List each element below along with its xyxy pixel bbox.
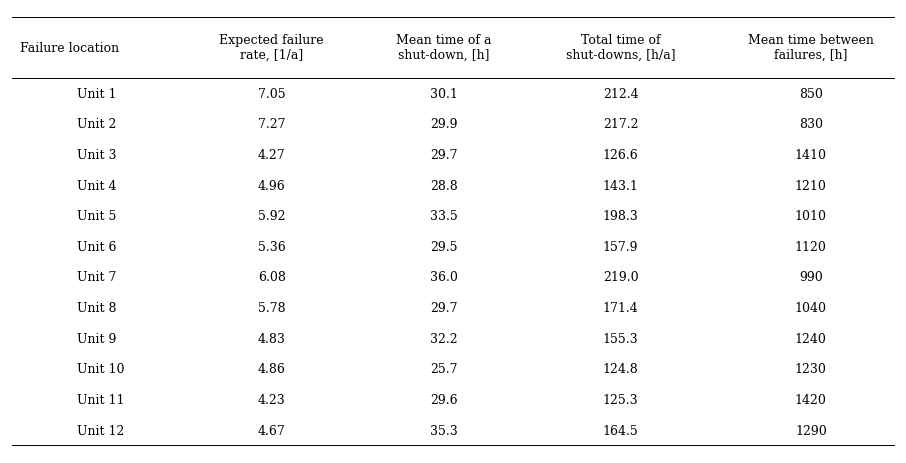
Text: 6.08: 6.08 — [258, 271, 285, 284]
Text: Unit 4: Unit 4 — [77, 179, 117, 192]
Text: Unit 2: Unit 2 — [77, 118, 116, 131]
Text: 1230: 1230 — [795, 363, 827, 375]
Text: 1240: 1240 — [795, 332, 827, 345]
Text: 29.9: 29.9 — [430, 118, 458, 131]
Text: 217.2: 217.2 — [602, 118, 639, 131]
Text: Unit 3: Unit 3 — [77, 149, 117, 162]
Text: 1120: 1120 — [795, 240, 827, 253]
Text: 7.27: 7.27 — [258, 118, 285, 131]
Text: 28.8: 28.8 — [430, 179, 458, 192]
Text: Unit 1: Unit 1 — [77, 88, 117, 100]
Text: 990: 990 — [799, 271, 823, 284]
Text: 5.36: 5.36 — [258, 240, 285, 253]
Text: Mean time between
failures, [h]: Mean time between failures, [h] — [748, 34, 873, 62]
Text: 126.6: 126.6 — [602, 149, 639, 162]
Text: 4.27: 4.27 — [258, 149, 285, 162]
Text: 1040: 1040 — [795, 301, 827, 314]
Text: 219.0: 219.0 — [602, 271, 639, 284]
Text: 33.5: 33.5 — [430, 210, 458, 223]
Text: 36.0: 36.0 — [430, 271, 458, 284]
Text: 29.5: 29.5 — [430, 240, 458, 253]
Text: 4.86: 4.86 — [258, 363, 285, 375]
Text: 4.23: 4.23 — [258, 393, 285, 406]
Text: 5.92: 5.92 — [258, 210, 285, 223]
Text: 1410: 1410 — [795, 149, 827, 162]
Text: 143.1: 143.1 — [602, 179, 639, 192]
Text: 1210: 1210 — [795, 179, 827, 192]
Text: Unit 8: Unit 8 — [77, 301, 117, 314]
Text: Total time of
shut-downs, [h/a]: Total time of shut-downs, [h/a] — [566, 34, 675, 62]
Text: 830: 830 — [799, 118, 823, 131]
Text: 1420: 1420 — [795, 393, 827, 406]
Text: 7.05: 7.05 — [258, 88, 285, 100]
Text: 4.96: 4.96 — [258, 179, 285, 192]
Text: 4.67: 4.67 — [258, 424, 285, 437]
Text: 212.4: 212.4 — [602, 88, 639, 100]
Text: Unit 11: Unit 11 — [77, 393, 124, 406]
Text: Unit 12: Unit 12 — [77, 424, 124, 437]
Text: Unit 9: Unit 9 — [77, 332, 116, 345]
Text: 155.3: 155.3 — [602, 332, 639, 345]
Text: 125.3: 125.3 — [602, 393, 639, 406]
Text: Unit 6: Unit 6 — [77, 240, 117, 253]
Text: 1010: 1010 — [795, 210, 827, 223]
Text: 35.3: 35.3 — [430, 424, 458, 437]
Text: 29.6: 29.6 — [430, 393, 458, 406]
Text: 30.1: 30.1 — [430, 88, 458, 100]
Text: Unit 5: Unit 5 — [77, 210, 116, 223]
Text: 124.8: 124.8 — [602, 363, 639, 375]
Text: 171.4: 171.4 — [602, 301, 639, 314]
Text: 164.5: 164.5 — [602, 424, 639, 437]
Text: Mean time of a
shut-down, [h]: Mean time of a shut-down, [h] — [396, 34, 492, 62]
Text: Failure location: Failure location — [20, 42, 119, 55]
Text: Unit 10: Unit 10 — [77, 363, 124, 375]
Text: 850: 850 — [799, 88, 823, 100]
Text: Expected failure
rate, [1/a]: Expected failure rate, [1/a] — [219, 34, 324, 62]
Text: 29.7: 29.7 — [430, 149, 458, 162]
Text: 5.78: 5.78 — [258, 301, 285, 314]
Text: 1290: 1290 — [795, 424, 827, 437]
Text: 29.7: 29.7 — [430, 301, 458, 314]
Text: 25.7: 25.7 — [430, 363, 458, 375]
Text: 198.3: 198.3 — [602, 210, 639, 223]
Text: 32.2: 32.2 — [430, 332, 458, 345]
Text: 157.9: 157.9 — [602, 240, 639, 253]
Text: Unit 7: Unit 7 — [77, 271, 116, 284]
Text: 4.83: 4.83 — [258, 332, 285, 345]
